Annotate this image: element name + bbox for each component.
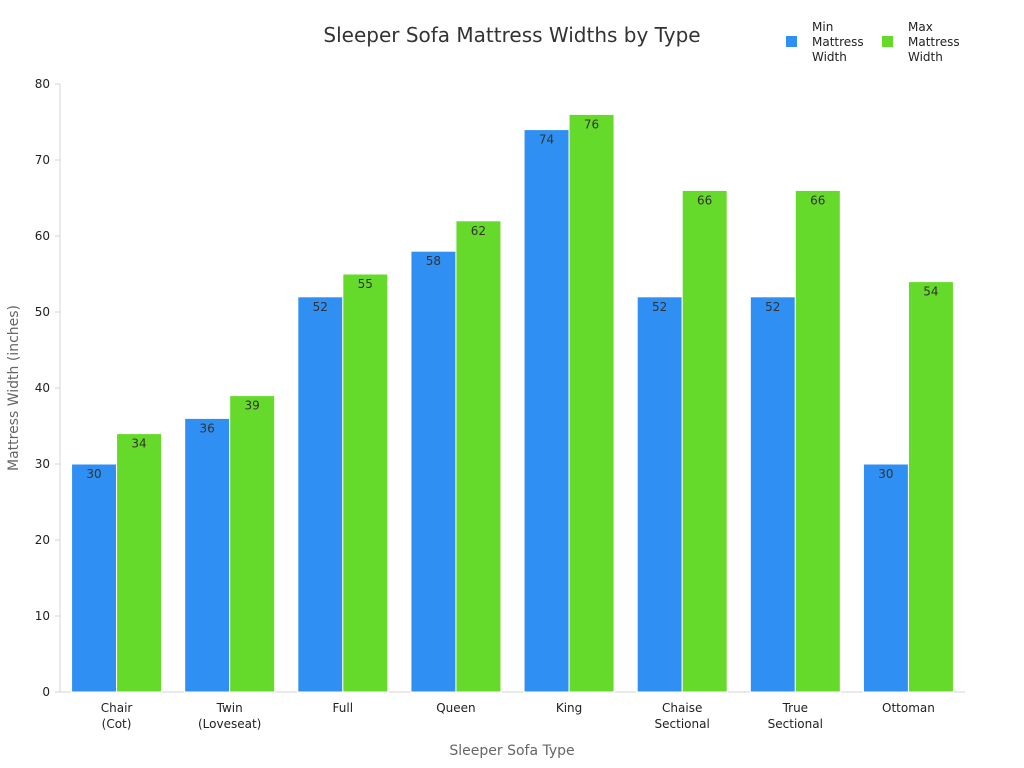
bar-max-mattress-width	[455, 220, 502, 693]
legend-label-line: Mattress	[812, 35, 864, 49]
y-tick-label: 20	[35, 533, 50, 547]
bar-data-label: 34	[131, 437, 146, 451]
bar-data-label: 39	[245, 399, 260, 413]
x-tick-label: Twin (Loveseat)	[198, 701, 261, 731]
chart-title: Sleeper Sofa Mattress Widths by Type	[323, 23, 700, 47]
legend-label-line: Width	[812, 50, 847, 64]
bar-data-label: 55	[358, 277, 373, 291]
x-tick-label-line: Queen	[436, 701, 475, 715]
bar-data-label: 52	[313, 300, 328, 314]
bar-min-mattress-width	[636, 296, 683, 693]
bar-data-label: 66	[810, 193, 825, 207]
legend-label-line: Max	[908, 20, 933, 34]
bar-data-label: 52	[652, 300, 667, 314]
x-tick-label-line: Chaise	[662, 701, 702, 715]
x-tick-label-line: Full	[333, 701, 354, 715]
x-tick-label-line: Sectional	[655, 717, 710, 731]
x-tick-label: Chair (Cot)	[101, 701, 133, 731]
bar-data-label: 30	[878, 467, 893, 481]
bar-max-mattress-width	[681, 189, 728, 693]
bar-data-label: 54	[923, 285, 938, 299]
bar-min-mattress-width	[523, 129, 570, 693]
x-tick-label-line: Chair	[101, 701, 133, 715]
y-tick-label: 10	[35, 609, 50, 623]
x-axis-ticks: Chair (Cot) Twin (Loveseat) Full Queen King Cha…	[101, 701, 935, 731]
x-tick-label: Full	[333, 701, 354, 715]
bar-min-mattress-width	[410, 250, 457, 693]
x-axis-label: Sleeper Sofa Type	[449, 743, 574, 759]
bar-data-label: 58	[426, 254, 441, 268]
x-tick-label-line: Ottoman	[882, 701, 935, 715]
bar-data-label: 30	[86, 467, 101, 481]
bar-max-mattress-width	[229, 395, 276, 693]
bar-max-mattress-width	[794, 189, 841, 693]
y-tick-label: 70	[35, 153, 50, 167]
bar-max-mattress-width	[907, 281, 954, 693]
x-tick-label: Chaise Sectional	[655, 701, 710, 731]
y-tick-label: 30	[35, 457, 50, 471]
x-tick-label-line: King	[556, 701, 582, 715]
y-tick-label: 40	[35, 381, 50, 395]
bar-data-label: 76	[584, 117, 599, 131]
x-tick-label-line: (Loveseat)	[198, 717, 261, 731]
x-tick-label-line: Sectional	[768, 717, 823, 731]
bar-max-mattress-width	[116, 433, 163, 693]
bar-min-mattress-width	[862, 463, 909, 693]
bar-max-mattress-width	[342, 273, 389, 693]
x-tick-label-line: True	[782, 701, 809, 715]
y-axis-ticks: 0 10 20 30 40 50 60 70 80	[35, 77, 60, 699]
legend-label-line: Width	[908, 50, 943, 64]
legend-label-line: Mattress	[908, 35, 960, 49]
legend-label-line: Min	[812, 20, 833, 34]
y-tick-label: 0	[42, 685, 50, 699]
bar-min-mattress-width	[71, 463, 118, 693]
bar-min-mattress-width	[297, 296, 344, 693]
x-tick-label-line: Twin	[216, 701, 243, 715]
x-tick-label: Queen	[436, 701, 475, 715]
bar-data-label: 66	[697, 193, 712, 207]
bar-min-mattress-width	[184, 417, 231, 693]
y-tick-label: 60	[35, 229, 50, 243]
legend-swatch-max	[882, 36, 893, 47]
y-tick-label: 50	[35, 305, 50, 319]
bar-min-mattress-width	[749, 296, 796, 693]
bar-data-label: 62	[471, 224, 486, 238]
legend-label-min: Min Mattress Width	[812, 20, 864, 64]
y-tick-label: 80	[35, 77, 50, 91]
legend-swatch-min	[786, 36, 797, 47]
bar-data-label: 52	[765, 300, 780, 314]
bar-value-labels: 30 34 36 39 52 55 58 62 74 76 52 66 52 66 30 54	[86, 117, 938, 481]
legend-label-max: Max Mattress Width	[908, 20, 960, 64]
x-tick-label: King	[556, 701, 582, 715]
x-tick-label-line: (Cot)	[102, 717, 132, 731]
x-tick-label: True Sectional	[768, 701, 823, 731]
bar-data-label: 74	[539, 133, 554, 147]
bar-max-mattress-width	[568, 113, 615, 693]
x-tick-label: Ottoman	[882, 701, 935, 715]
bar-marks	[71, 113, 954, 693]
bar-data-label: 36	[200, 421, 215, 435]
y-axis-label: Mattress Width (inches)	[6, 305, 22, 471]
